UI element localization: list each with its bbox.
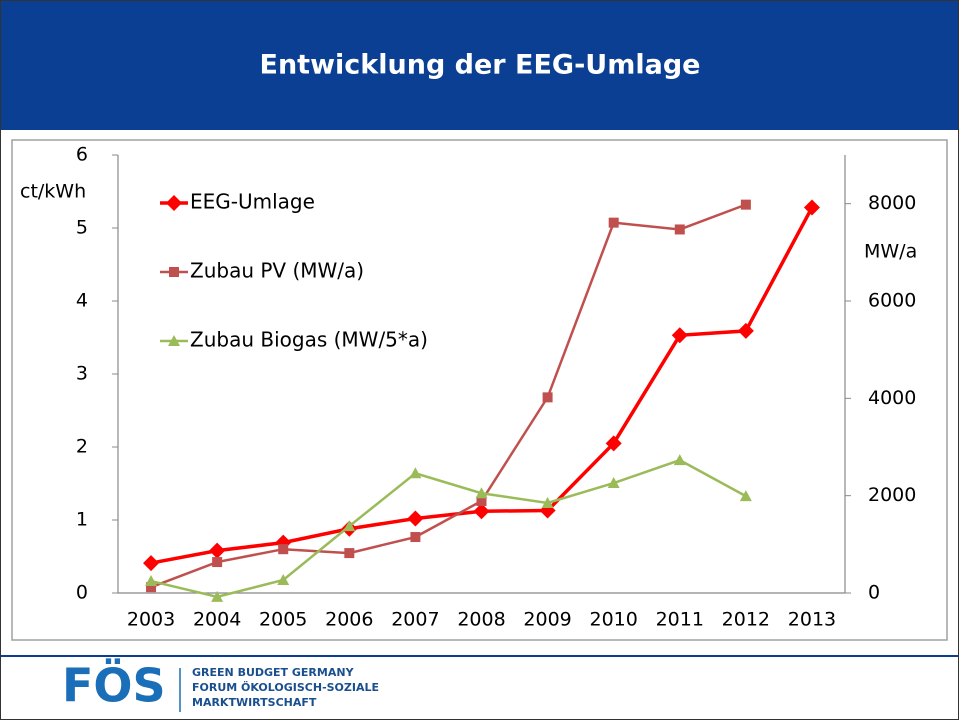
series-line: [150, 203, 747, 589]
data-point: [607, 477, 620, 489]
legend-marker: [169, 267, 179, 277]
data-point: [407, 510, 424, 527]
y-tick-label: 1: [76, 509, 88, 531]
y-tick-label: 2: [76, 436, 88, 458]
y2-tick-label: 2000: [868, 484, 916, 506]
legend-label: Zubau PV (MW/a): [190, 259, 364, 283]
header: [0, 0, 959, 130]
data-point: [209, 542, 226, 559]
legend-label: EEG-Umlage: [190, 190, 315, 214]
x-tick-label: 2010: [590, 609, 638, 631]
x-tick-label: 2007: [391, 609, 439, 631]
data-point: [473, 503, 490, 520]
logo: FÖS: [62, 659, 166, 713]
data-point: [277, 574, 290, 586]
y-tick-label: 5: [76, 217, 88, 239]
legend-label: Zubau Biogas (MW/5*a): [190, 328, 428, 352]
x-tick-label: 2008: [457, 609, 505, 631]
data-point: [278, 544, 289, 555]
footer-line: MARKTWIRTSCHAFT: [192, 696, 317, 709]
x-tick-label: 2012: [722, 609, 770, 631]
data-point: [410, 532, 421, 543]
y2-tick-label: 0: [868, 582, 880, 604]
data-point: [605, 435, 622, 452]
slide-title: Entwicklung der EEG-Umlage: [260, 50, 701, 81]
data-point: [740, 199, 751, 210]
data-point: [344, 548, 355, 559]
data-point: [211, 590, 224, 602]
data-point: [343, 520, 356, 532]
x-tick-label: 2006: [325, 609, 373, 631]
y2-tick-label: 8000: [868, 192, 916, 214]
data-point: [737, 322, 754, 339]
data-point: [608, 217, 619, 228]
y2-tick-label: 4000: [868, 387, 916, 409]
x-tick-label: 2003: [127, 609, 175, 631]
y2-tick-label: 6000: [868, 290, 916, 312]
data-point: [674, 224, 685, 235]
x-tick-label: 2004: [193, 609, 241, 631]
y2-axis-label: MW/a: [864, 241, 917, 263]
data-point: [475, 487, 488, 499]
y-tick-label: 6: [76, 144, 88, 166]
footer-line: FORUM ÖKOLOGISCH-SOZIALE: [192, 680, 379, 694]
data-point: [541, 496, 554, 508]
data-point: [212, 557, 223, 568]
data-point: [143, 555, 160, 572]
x-tick-label: 2009: [523, 609, 571, 631]
footer-line: GREEN BUDGET GERMANY: [192, 666, 355, 679]
data-point: [739, 490, 752, 502]
data-point: [671, 327, 688, 344]
series-line: [150, 458, 747, 599]
y-axis-label: ct/kWh: [20, 181, 86, 203]
legend-marker: [168, 335, 180, 346]
x-tick-label: 2011: [656, 609, 704, 631]
data-point: [409, 467, 422, 479]
x-tick-label: 2013: [788, 609, 836, 631]
x-tick-label: 2005: [259, 609, 307, 631]
data-point: [146, 582, 157, 593]
data-point: [145, 575, 158, 587]
data-point: [673, 454, 686, 466]
data-point: [803, 199, 820, 216]
y-tick-label: 0: [76, 582, 88, 604]
legend-marker: [166, 195, 182, 211]
chart-frame: [11, 139, 948, 641]
y-tick-label: 4: [76, 290, 88, 312]
y-tick-label: 3: [76, 363, 88, 385]
data-point: [542, 392, 553, 403]
data-point: [476, 496, 487, 507]
